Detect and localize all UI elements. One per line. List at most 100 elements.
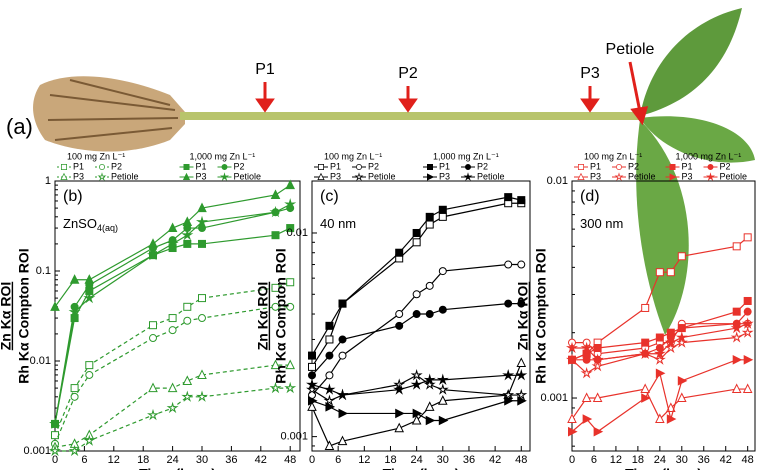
marker: [84, 274, 95, 284]
legend-label: P3: [196, 171, 207, 181]
marker: [166, 401, 179, 414]
marker: [48, 417, 62, 430]
legend-label: P2: [628, 161, 639, 171]
stem: [180, 112, 640, 120]
legend-label: Petiole: [111, 171, 139, 181]
legend-group-title: 100 mg Zn L⁻¹: [584, 151, 642, 161]
x-tick-label: 42: [255, 454, 267, 466]
x-tick-label: 36: [698, 454, 710, 466]
marker: [338, 299, 347, 308]
marker: [741, 326, 754, 338]
x-tick-label: 42: [720, 454, 732, 466]
marker: [565, 341, 579, 354]
y-label-numerator: Zn Kα ROI: [515, 282, 531, 351]
leaf: [636, 120, 689, 335]
marker: [655, 368, 666, 379]
x-axis-label: Time (hour): [625, 466, 702, 470]
marker: [582, 355, 591, 364]
legend-label: P1: [196, 161, 207, 171]
legend-label: P2: [368, 161, 379, 171]
x-tick-label: 48: [742, 454, 754, 466]
marker: [743, 296, 752, 305]
marker: [412, 310, 421, 319]
marker: [639, 347, 652, 359]
marker: [70, 384, 79, 393]
legend-label: Petiole: [720, 171, 748, 181]
x-axis-label: Time (hour): [139, 466, 216, 470]
marker: [146, 408, 160, 421]
legend-label: P1: [330, 161, 341, 171]
annotation: 300 nm: [580, 216, 623, 231]
marker: [181, 390, 194, 402]
marker: [338, 408, 349, 419]
marker: [568, 426, 578, 437]
annotation-subscript: 4(aq): [97, 223, 118, 233]
marker: [286, 302, 295, 311]
x-tick-label: 18: [384, 454, 396, 466]
marker: [591, 360, 604, 372]
marker: [325, 351, 334, 360]
marker: [50, 301, 60, 311]
y-tick-label: 0.1: [36, 265, 51, 277]
marker: [197, 202, 207, 213]
arrow-label: P1: [255, 61, 275, 78]
marker: [325, 335, 334, 344]
marker: [271, 231, 280, 240]
y-label-denominator: Rh Kα Compton ROI: [273, 248, 289, 383]
marker: [504, 299, 513, 308]
marker: [308, 371, 316, 380]
marker: [423, 378, 436, 390]
x-tick-label: 30: [437, 454, 449, 466]
marker: [581, 392, 592, 403]
marker: [198, 239, 206, 248]
marker: [655, 333, 664, 342]
y-axis-label: Zn Kα ROI Rh Kα Compton ROI: [255, 248, 289, 383]
marker: [517, 260, 526, 269]
plot-frame: [54, 180, 301, 452]
y-label-numerator: Zn Kα ROI: [0, 282, 14, 351]
marker: [285, 179, 296, 190]
marker: [395, 321, 404, 330]
marker: [269, 381, 282, 394]
marker: [195, 215, 209, 228]
marker: [504, 193, 513, 202]
marker: [425, 415, 436, 426]
marker: [354, 172, 364, 181]
legend-label: P2: [111, 161, 122, 171]
marker: [591, 353, 604, 365]
panel-label: (d): [580, 188, 600, 205]
marker: [183, 239, 192, 248]
legend-label: P1: [73, 161, 84, 171]
annotation-text: ZnSO: [63, 216, 97, 231]
marker: [517, 299, 526, 308]
marker: [195, 390, 209, 402]
marker: [504, 260, 513, 269]
marker: [410, 369, 423, 381]
series-line: [54, 306, 291, 445]
marker: [593, 344, 602, 353]
marker: [664, 336, 677, 348]
plant-photo: (a) P1 P2 P3 Petiole: [6, 8, 755, 335]
legend-group-title: 1,000 mg Zn L⁻¹: [190, 151, 256, 161]
marker: [580, 366, 593, 379]
marker: [182, 172, 191, 180]
marker: [323, 394, 336, 406]
marker: [582, 414, 593, 424]
marker: [324, 440, 335, 450]
marker: [641, 393, 651, 403]
marker: [653, 347, 666, 359]
marker: [677, 376, 688, 386]
marker: [411, 414, 422, 425]
marker: [438, 415, 449, 426]
x-tick-label: 30: [676, 454, 688, 466]
marker: [641, 338, 650, 347]
marker: [577, 172, 585, 180]
legend-group-title: 1,000 mg Zn L⁻¹: [433, 151, 499, 161]
marker: [168, 314, 177, 323]
arrow-label: P2: [398, 65, 418, 82]
marker: [148, 382, 158, 393]
marker: [394, 422, 405, 433]
marker: [97, 172, 107, 181]
series-line: [54, 281, 291, 436]
marker: [515, 388, 528, 401]
